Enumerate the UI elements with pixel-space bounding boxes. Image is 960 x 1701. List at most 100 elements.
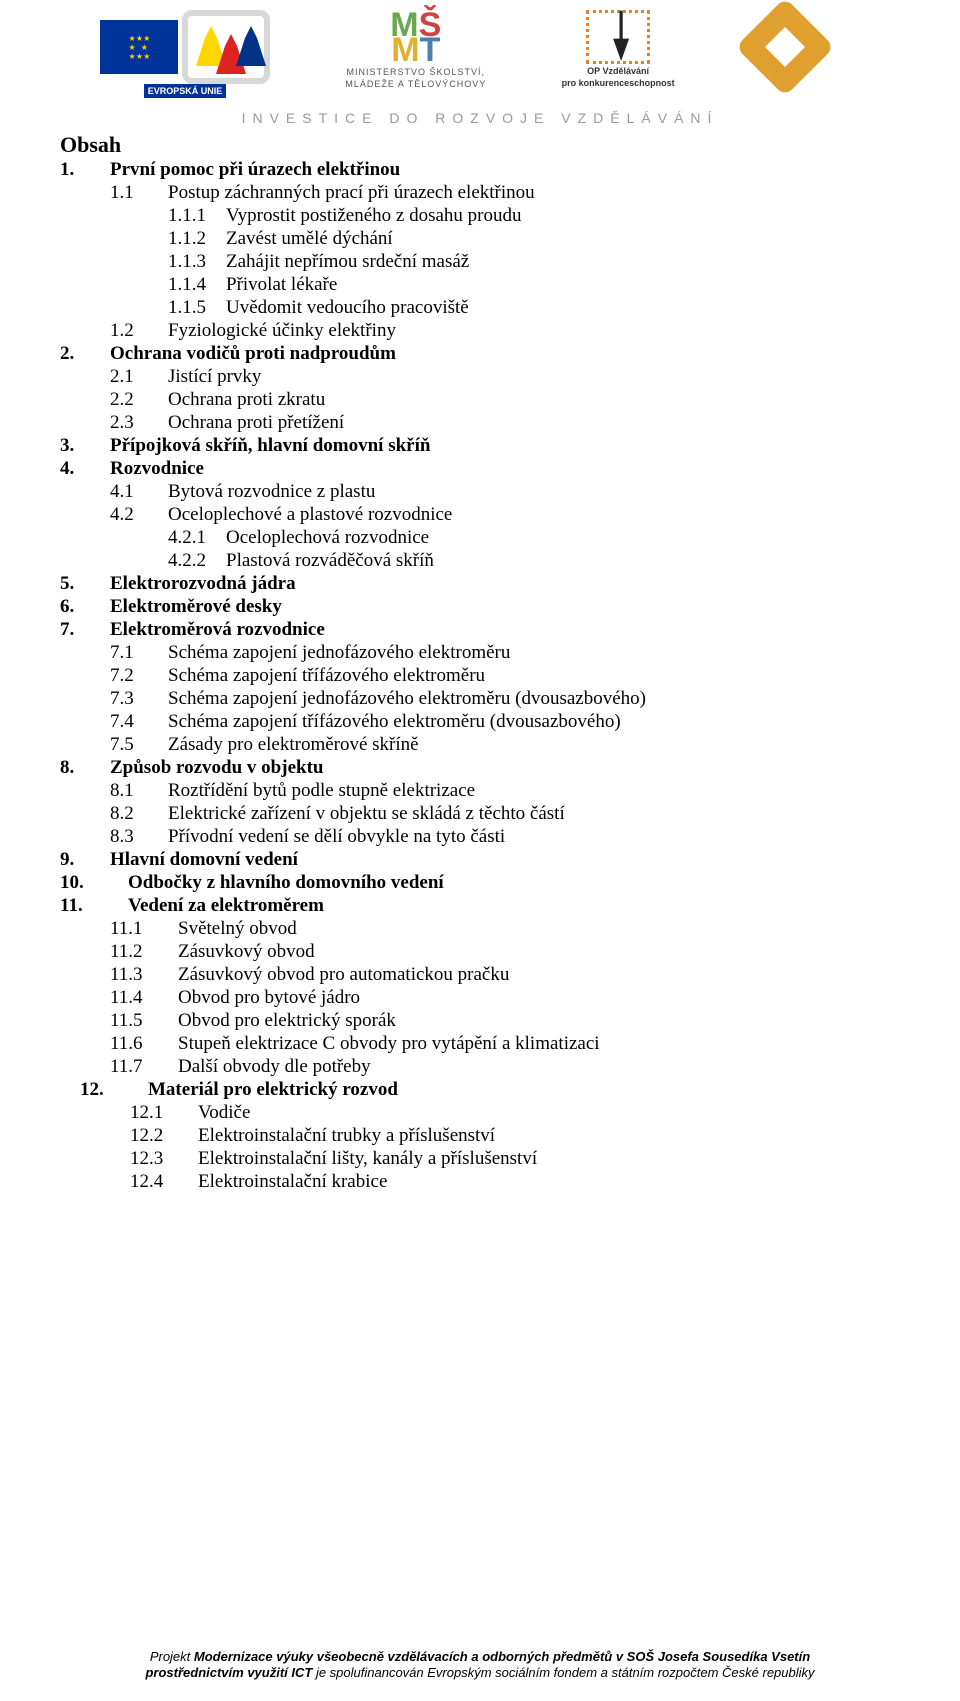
toc-text: Uvědomit vedoucího pracoviště — [226, 297, 469, 319]
toc-number: 1.1 — [110, 182, 168, 204]
toc-text: Stupeň elektrizace C obvody pro vytápění… — [178, 1033, 600, 1055]
toc-lvl2: 11.2Zásuvkový obvod — [110, 941, 900, 963]
toc-text: Zásuvkový obvod pro automatickou pračku — [178, 964, 509, 986]
toc-text: Způsob rozvodu v objektu — [110, 757, 323, 779]
toc-lvl3: 1.1.4Přivolat lékaře — [168, 274, 900, 296]
toc-number: 7.2 — [110, 665, 168, 687]
toc-number: 12.1 — [130, 1102, 198, 1124]
page: ★ ★ ★★ ★★ ★ ★ EVROPSKÁ UNIE MŠ MT MINIST… — [0, 0, 960, 1701]
toc-text: Zahájit nepřímou srdeční masáž — [226, 251, 469, 273]
toc-number: 4.1 — [110, 481, 168, 503]
toc-number: 8.3 — [110, 826, 168, 848]
toc-lvl2: 12.3Elektroinstalační lišty, kanály a př… — [130, 1148, 900, 1170]
toc-number: 2.1 — [110, 366, 168, 388]
toc-number: 12.2 — [130, 1125, 198, 1147]
toc-text: Elektroměrová rozvodnice — [110, 619, 325, 641]
toc-lvl3: 4.2.2Plastová rozváděčová skříň — [168, 550, 900, 572]
toc-lvl1: 5.Elektrorozvodná jádra — [60, 573, 900, 595]
toc-number: 7.5 — [110, 734, 168, 756]
toc-lvl2: 4.1Bytová rozvodnice z plastu — [110, 481, 900, 503]
toc-lvl2: 8.1Roztřídění bytů podle stupně elektriz… — [110, 780, 900, 802]
toc-number: 7.3 — [110, 688, 168, 710]
toc-lvl2: 7.4Schéma zapojení třífázového elektromě… — [110, 711, 900, 733]
toc-text: Plastová rozváděčová skříň — [226, 550, 434, 572]
toc-number: 1.1.5 — [168, 297, 226, 319]
footer: Projekt Modernizace výuky všeobecně vzdě… — [60, 1649, 900, 1682]
toc-lvl2: 4.2Oceloplechové a plastové rozvodnice — [110, 504, 900, 526]
toc-number: 1. — [60, 159, 110, 181]
opvk-label-2: pro konkurenceschopnost — [562, 78, 675, 88]
toc-lvl2: 11.3Zásuvkový obvod pro automatickou pra… — [110, 964, 900, 986]
toc-number: 1.1.3 — [168, 251, 226, 273]
footer-prefix: Projekt — [150, 1649, 194, 1664]
toc-lvl3: 1.1.5Uvědomit vedoucího pracoviště — [168, 297, 900, 319]
toc-number: 7.4 — [110, 711, 168, 733]
eu-flag-icon: ★ ★ ★★ ★★ ★ ★ — [100, 20, 178, 74]
toc-text: Ochrana proti zkratu — [168, 389, 325, 411]
opvk-icon — [586, 10, 650, 64]
toc-lvl2: 8.2Elektrické zařízení v objektu se sklá… — [110, 803, 900, 825]
toc-number: 1.1.1 — [168, 205, 226, 227]
toc: 1.První pomoc při úrazech elektřinou1.1P… — [60, 159, 900, 1193]
toc-lvl1: 7.Elektroměrová rozvodnice — [60, 619, 900, 641]
toc-lvl2: 2.2Ochrana proti zkratu — [110, 389, 900, 411]
toc-text: Obvod pro bytové jádro — [178, 987, 360, 1009]
toc-lvl3: 1.1.3Zahájit nepřímou srdeční masáž — [168, 251, 900, 273]
toc-number: 5. — [60, 573, 110, 595]
toc-text: Zásuvkový obvod — [178, 941, 315, 963]
toc-text: Vedení za elektroměrem — [128, 895, 324, 917]
toc-text: Schéma zapojení jednofázového elektroměr… — [168, 688, 646, 710]
toc-text: Vodiče — [198, 1102, 250, 1124]
toc-lvl2: 12.1Vodiče — [130, 1102, 900, 1124]
toc-number: 4.2 — [110, 504, 168, 526]
toc-title: Obsah — [60, 132, 900, 158]
toc-number: 11.3 — [110, 964, 178, 986]
toc-lvl1: 1.První pomoc při úrazech elektřinou — [60, 159, 900, 181]
toc-lvl1: 8.Způsob rozvodu v objektu — [60, 757, 900, 779]
toc-number: 11.1 — [110, 918, 178, 940]
toc-number: 7. — [60, 619, 110, 641]
toc-lvl2: 2.3Ochrana proti přetížení — [110, 412, 900, 434]
toc-number: 3. — [60, 435, 110, 457]
toc-text: Rozvodnice — [110, 458, 204, 480]
toc-lvl2: 1.2Fyziologické účinky elektřiny — [110, 320, 900, 342]
toc-text: Hlavní domovní vedení — [110, 849, 298, 871]
toc-text: Elektroinstalační trubky a příslušenství — [198, 1125, 495, 1147]
toc-text: Elektrorozvodná jádra — [110, 573, 296, 595]
diamond-icon — [735, 0, 834, 96]
toc-number: 4.2.1 — [168, 527, 226, 549]
footer-bold-1: Modernizace výuky všeobecně vzdělávacích… — [194, 1649, 810, 1664]
toc-number: 12.3 — [130, 1148, 198, 1170]
msmt-label-2: MLÁDEŽE A TĚLOVÝCHOVY — [345, 79, 486, 89]
footer-rest: je spolufinancován Evropským sociálním f… — [312, 1665, 814, 1680]
toc-text: Obvod pro elektrický sporák — [178, 1010, 396, 1032]
esf-icon — [182, 10, 270, 84]
toc-lvl1: 12.Materiál pro elektrický rozvod — [80, 1079, 900, 1101]
toc-lvl2: 2.1Jistící prvky — [110, 366, 900, 388]
toc-number: 12.4 — [130, 1171, 198, 1193]
logo-opvk: OP Vzdělávání pro konkurenceschopnost — [562, 10, 675, 88]
toc-number: 11.7 — [110, 1056, 178, 1078]
toc-text: Odbočky z hlavního domovního vedení — [128, 872, 444, 894]
toc-text: První pomoc při úrazech elektřinou — [110, 159, 400, 181]
toc-number: 8. — [60, 757, 110, 779]
toc-text: Postup záchranných prací při úrazech ele… — [168, 182, 535, 204]
toc-lvl2: 12.2Elektroinstalační trubky a příslušen… — [130, 1125, 900, 1147]
toc-lvl2: 11.6Stupeň elektrizace C obvody pro vytá… — [110, 1033, 900, 1055]
toc-text: Schéma zapojení třífázového elektroměru … — [168, 711, 621, 733]
toc-number: 2. — [60, 343, 110, 365]
toc-lvl1: 2.Ochrana vodičů proti nadproudům — [60, 343, 900, 365]
toc-text: Ochrana vodičů proti nadproudům — [110, 343, 396, 365]
toc-number: 11.2 — [110, 941, 178, 963]
toc-text: Oceloplechová rozvodnice — [226, 527, 429, 549]
toc-text: Elektroinstalační lišty, kanály a příslu… — [198, 1148, 537, 1170]
toc-text: Oceloplechové a plastové rozvodnice — [168, 504, 452, 526]
toc-lvl2: 11.4Obvod pro bytové jádro — [110, 987, 900, 1009]
toc-lvl1: 3.Přípojková skříň, hlavní domovní skříň — [60, 435, 900, 457]
toc-lvl1: 10.Odbočky z hlavního domovního vedení — [60, 872, 900, 894]
toc-number: 4.2.2 — [168, 550, 226, 572]
toc-text: Přivolat lékaře — [226, 274, 337, 296]
toc-text: Materiál pro elektrický rozvod — [148, 1079, 398, 1101]
toc-lvl1: 11.Vedení za elektroměrem — [60, 895, 900, 917]
toc-lvl1: 4.Rozvodnice — [60, 458, 900, 480]
